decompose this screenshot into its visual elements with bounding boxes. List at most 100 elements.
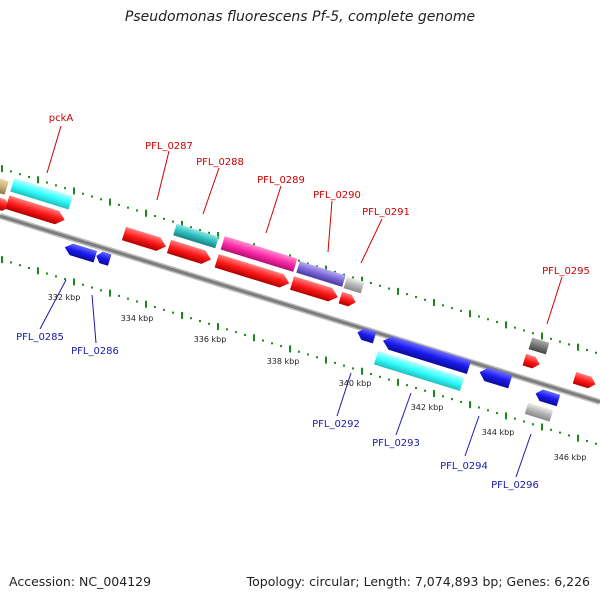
- minor-tick: [586, 348, 588, 351]
- major-tick: [397, 287, 399, 295]
- minor-tick: [163, 217, 165, 220]
- gene-label[interactable]: PFL_0289: [257, 175, 305, 186]
- cds-arrow[interactable]: [290, 276, 340, 304]
- major-tick: [541, 423, 543, 431]
- cds-arrow[interactable]: [522, 353, 542, 370]
- cds-PFL-0293-cyan[interactable]: [373, 351, 465, 391]
- minor-tick: [154, 306, 156, 309]
- gene-label[interactable]: PFL_0290: [313, 190, 361, 201]
- minor-tick: [172, 220, 174, 223]
- cds-PFL-0292[interactable]: [356, 327, 377, 344]
- minor-tick: [532, 423, 534, 426]
- minor-tick: [118, 294, 120, 297]
- minor-tick: [388, 287, 390, 290]
- major-tick: [361, 367, 363, 375]
- minor-tick: [532, 332, 534, 335]
- cds-PFL-0293[interactable]: [381, 334, 472, 374]
- minor-tick: [496, 321, 498, 324]
- major-tick: [397, 378, 399, 386]
- minor-tick: [568, 343, 570, 346]
- minor-tick: [199, 320, 201, 322]
- minor-tick: [82, 192, 84, 195]
- minor-tick: [559, 340, 561, 343]
- cds-PFL-0294[interactable]: [478, 366, 513, 389]
- cds-pckA[interactable]: [10, 178, 73, 210]
- gene-label[interactable]: PFL_0296: [491, 480, 539, 491]
- gene-label[interactable]: PFL_0288: [196, 157, 244, 168]
- minor-tick: [550, 337, 552, 340]
- gene-label[interactable]: PFL_0291: [362, 207, 410, 218]
- minor-tick: [568, 434, 570, 437]
- cds-arrow[interactable]: [0, 195, 11, 213]
- cds-feature[interactable]: [0, 177, 9, 195]
- minor-tick: [127, 297, 129, 300]
- major-tick: [73, 187, 75, 195]
- minor-tick: [46, 181, 48, 184]
- cds-PFL-0287[interactable]: [121, 226, 168, 253]
- accession-text: Accession: NC_004129: [9, 574, 152, 589]
- minor-tick: [595, 442, 597, 445]
- major-tick: [1, 165, 3, 173]
- gene-label[interactable]: PFL_0294: [440, 461, 488, 472]
- minor-tick: [19, 264, 21, 267]
- minor-tick: [244, 333, 246, 336]
- minor-tick: [19, 173, 21, 176]
- reverse-cds-row-2: [373, 351, 554, 422]
- minor-tick: [334, 270, 336, 273]
- major-tick: [433, 390, 435, 398]
- cds-arrow[interactable]: [534, 388, 561, 407]
- cds-PFL-0291[interactable]: [343, 276, 365, 294]
- cds-PFL-0290[interactable]: [296, 261, 346, 287]
- minor-tick: [136, 300, 138, 303]
- minor-tick: [424, 389, 426, 392]
- minor-tick: [487, 409, 489, 412]
- minor-tick: [442, 395, 444, 398]
- cds-PFL-0295[interactable]: [528, 337, 550, 355]
- minor-tick: [514, 417, 516, 420]
- major-tick: [253, 334, 255, 342]
- gene-label[interactable]: PFL_0295: [542, 266, 590, 277]
- major-tick: [109, 198, 111, 206]
- minor-tick: [523, 329, 525, 332]
- gene-label[interactable]: PFL_0293: [372, 438, 420, 449]
- minor-tick: [523, 420, 525, 423]
- minor-tick: [343, 273, 345, 276]
- gene-label[interactable]: pckA: [49, 113, 74, 124]
- major-tick: [469, 310, 471, 318]
- minor-tick: [514, 326, 516, 329]
- cds-PFL-0289[interactable]: [220, 236, 298, 272]
- minor-tick: [118, 203, 120, 206]
- scale-label: 340 kbp: [339, 379, 372, 388]
- minor-tick: [334, 361, 336, 364]
- major-tick: [145, 209, 147, 217]
- minor-tick: [442, 304, 444, 307]
- cds-PFL-0285[interactable]: [63, 242, 98, 263]
- scale-label: 342 kbp: [411, 403, 444, 412]
- map-title: Pseudomonas fluorescens Pf-5, complete g…: [124, 9, 476, 25]
- cds-arrow[interactable]: [572, 372, 598, 390]
- gene-label[interactable]: PFL_0286: [71, 346, 119, 357]
- minor-tick: [352, 276, 354, 279]
- cds-arrow[interactable]: [214, 254, 292, 290]
- minor-tick: [190, 317, 192, 320]
- gene-label[interactable]: PFL_0292: [312, 419, 360, 430]
- cds-PFL-0288[interactable]: [173, 223, 219, 249]
- major-tick: [181, 311, 183, 319]
- minor-tick: [262, 339, 264, 342]
- cds-PFL-0296[interactable]: [524, 402, 554, 422]
- scale-label: 336 kbp: [194, 335, 227, 344]
- scale-label: 338 kbp: [267, 357, 300, 366]
- cds-arrow[interactable]: [338, 291, 358, 308]
- cds-arrow[interactable]: [5, 195, 66, 226]
- minor-tick: [226, 328, 228, 331]
- minor-tick: [415, 295, 417, 298]
- gene-label[interactable]: PFL_0285: [16, 332, 64, 343]
- minor-tick: [235, 331, 237, 334]
- minor-tick: [550, 428, 552, 431]
- gene-label[interactable]: PFL_0287: [145, 141, 193, 152]
- cds-arrow[interactable]: [166, 239, 213, 266]
- cds-PFL-0286[interactable]: [95, 250, 112, 266]
- minor-tick: [100, 289, 102, 292]
- major-tick: [181, 220, 183, 228]
